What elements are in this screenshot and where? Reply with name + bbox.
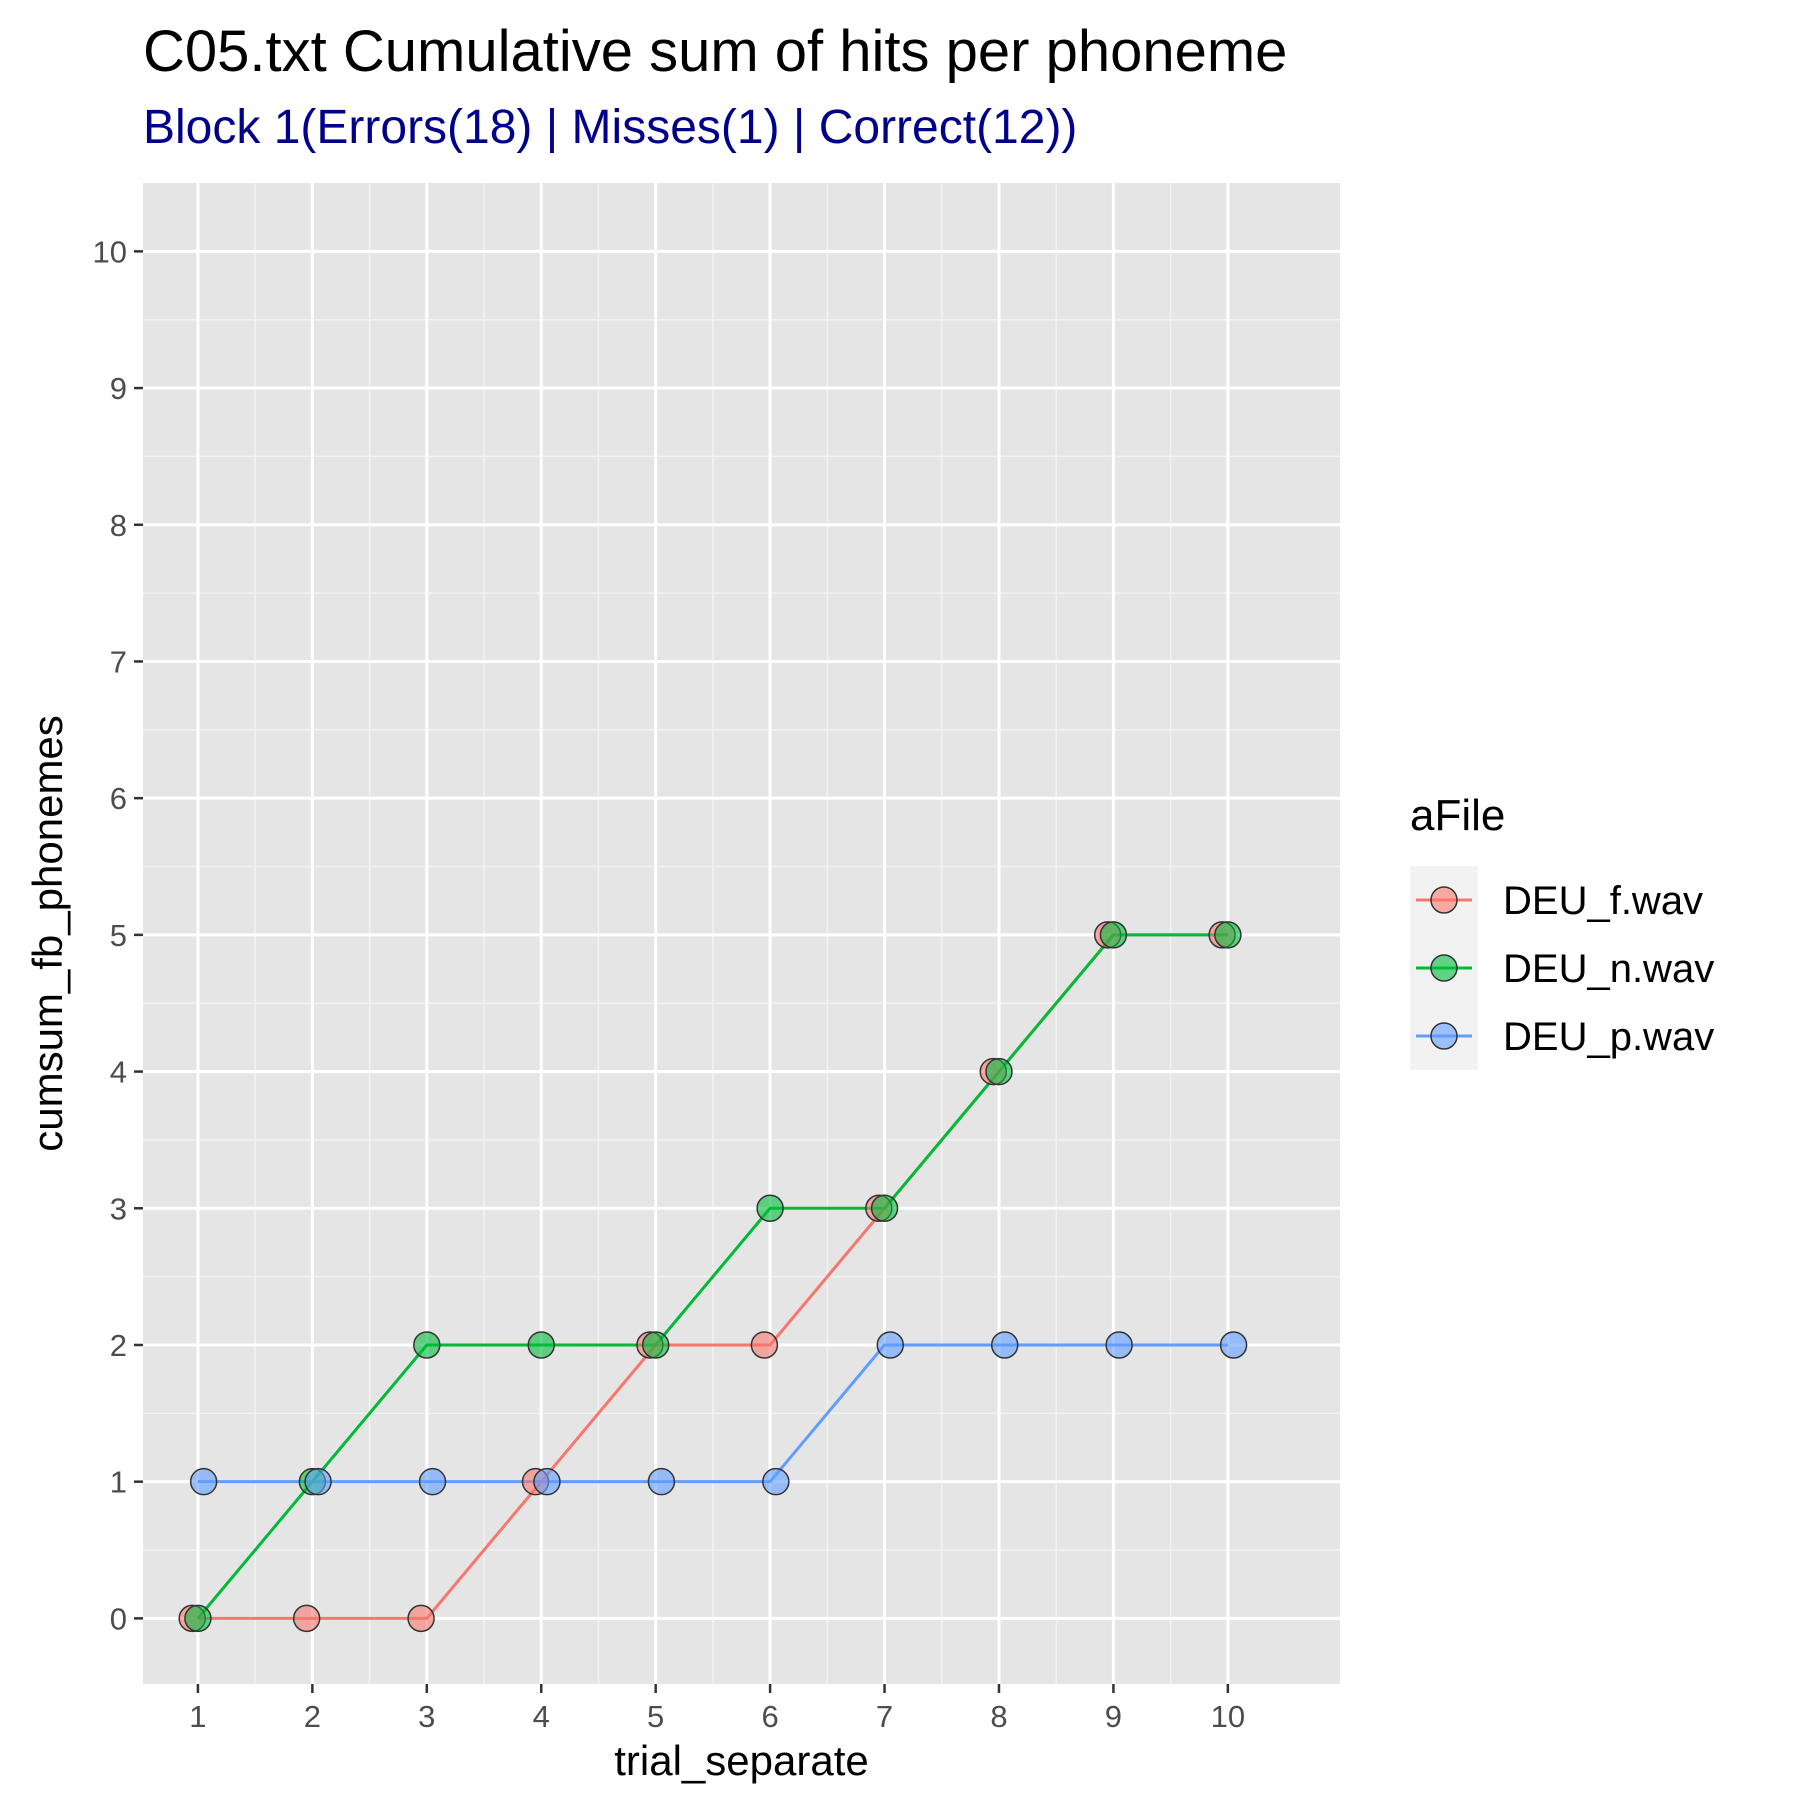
series-line-deu-n-wav: [196, 933, 1228, 1620]
data-point: [184, 1604, 212, 1633]
legend-title: aFile: [1410, 791, 1505, 840]
legend-key-point: [1430, 886, 1458, 914]
x-tick-label: 1: [189, 1699, 206, 1734]
legend-key-point: [1430, 1022, 1458, 1050]
data-point: [292, 1604, 321, 1633]
x-axis: 1 2 3 4 5 6 7 8 9 10: [189, 1684, 1245, 1734]
series-line-deu-p-wav: [197, 1343, 1228, 1484]
y-tick-label: 8: [110, 508, 127, 543]
data-point: [1105, 1331, 1133, 1359]
chart-subtitle: Block 1(Errors(18) | Misses(1) | Correct…: [143, 101, 1078, 154]
data-point: [407, 1604, 435, 1633]
data-point: [762, 1467, 790, 1496]
x-tick-label: 4: [533, 1699, 550, 1734]
y-tick-label: 1: [110, 1465, 127, 1500]
data-point: [641, 1331, 670, 1359]
data-point: [1219, 1331, 1248, 1359]
y-tick-label: 4: [110, 1055, 127, 1090]
x-tick-label: 5: [647, 1699, 664, 1734]
data-point: [756, 1194, 784, 1223]
y-tick-label: 9: [110, 371, 127, 406]
data-point: [413, 1331, 441, 1359]
x-tick-label: 3: [418, 1699, 435, 1734]
y-tick-label: 5: [110, 918, 127, 953]
legend-label: DEU_n.wav: [1503, 947, 1714, 991]
data-point: [1099, 921, 1128, 949]
series-lines: [196, 933, 1228, 1620]
legend-key-point: [1430, 954, 1458, 982]
data-point: [870, 1194, 899, 1223]
legend-label: DEU_f.wav: [1503, 879, 1703, 923]
x-tick-label: 6: [761, 1699, 778, 1734]
x-tick-label: 8: [990, 1699, 1007, 1734]
data-point: [990, 1331, 1019, 1359]
x-axis-title: trial_separate: [614, 1737, 868, 1784]
data-point: [876, 1331, 905, 1359]
data-point: [985, 1057, 1013, 1086]
data-point: [1214, 921, 1242, 949]
y-tick-label: 3: [110, 1191, 127, 1226]
x-tick-label: 10: [1211, 1699, 1245, 1734]
y-tick-label: 7: [110, 644, 127, 679]
y-tick-label: 2: [110, 1328, 127, 1363]
y-tick-label: 0: [110, 1601, 127, 1636]
data-point: [418, 1467, 447, 1496]
series-points: [178, 921, 1248, 1633]
x-tick-label: 2: [304, 1699, 321, 1734]
y-axis: 0 1 2 3 4 5 6 7 8 9 10: [93, 234, 143, 1636]
data-point: [533, 1467, 561, 1496]
legend: aFile DEU_f.wav DEU_n.wav DEU_p.wav: [1410, 791, 1714, 1070]
data-point: [750, 1331, 779, 1359]
y-tick-label: 6: [110, 781, 127, 816]
chart-title: C05.txt Cumulative sum of hits per phone…: [143, 19, 1288, 84]
data-point: [647, 1467, 676, 1496]
data-point: [304, 1467, 332, 1496]
data-point: [189, 1467, 218, 1496]
x-tick-label: 7: [876, 1699, 893, 1734]
x-tick-label: 9: [1105, 1699, 1122, 1734]
legend-label: DEU_p.wav: [1503, 1015, 1714, 1059]
y-axis-title: cumsum_fb_phonemes: [24, 715, 71, 1152]
y-tick-label: 10: [93, 234, 127, 269]
data-point: [527, 1331, 555, 1359]
